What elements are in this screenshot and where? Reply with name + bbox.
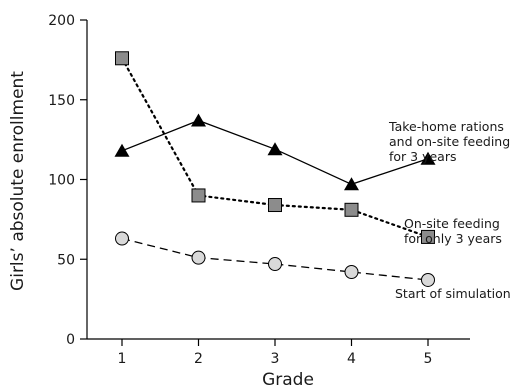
data-point-square xyxy=(344,202,359,217)
series-annotation-line: for 3 years xyxy=(389,149,457,164)
x-tick-label: 1 xyxy=(118,351,127,367)
data-point-triangle xyxy=(420,151,436,165)
data-point-circle xyxy=(268,257,282,272)
data-point-square xyxy=(191,188,206,203)
series-markers xyxy=(114,51,436,287)
data-point-circle xyxy=(191,250,206,265)
series-annotation-line: Start of simulation xyxy=(395,286,511,301)
series-annotation-line: and on-site feeding xyxy=(389,134,510,149)
series-annotation-line: On-site feeding xyxy=(404,216,500,231)
data-point-square xyxy=(268,198,282,213)
y-axis-title: Girls’ absolute enrollment xyxy=(8,71,28,291)
series-line-start-of-simulation xyxy=(121,237,429,281)
axes: 0 50 100 150 200 1 2 3 4 5 xyxy=(48,13,470,367)
y-tick-label: 100 xyxy=(48,173,75,189)
data-point-square xyxy=(421,229,435,244)
data-point-circle xyxy=(115,231,129,246)
series-annotation-line: Take-home rations xyxy=(388,119,504,134)
y-tick-label: 50 xyxy=(57,252,75,268)
series-annotation-line: for only 3 years xyxy=(404,231,502,246)
data-point-square xyxy=(115,51,129,66)
x-tick-label: 4 xyxy=(347,351,356,367)
x-tick-label: 5 xyxy=(424,351,433,367)
x-axis-title: Grade xyxy=(262,370,314,390)
y-tick-label: 0 xyxy=(66,332,75,348)
data-point-triangle xyxy=(114,143,130,157)
data-point-triangle xyxy=(191,113,206,127)
data-point-triangle xyxy=(267,142,283,156)
series-lines xyxy=(120,57,430,281)
data-point-triangle xyxy=(344,177,359,191)
data-point-circle xyxy=(344,265,359,280)
x-tick-label: 2 xyxy=(194,351,203,367)
y-tick-label: 150 xyxy=(48,93,75,109)
x-tick-label: 3 xyxy=(271,351,280,367)
data-point-circle xyxy=(421,272,435,287)
y-tick-label: 200 xyxy=(48,13,75,29)
